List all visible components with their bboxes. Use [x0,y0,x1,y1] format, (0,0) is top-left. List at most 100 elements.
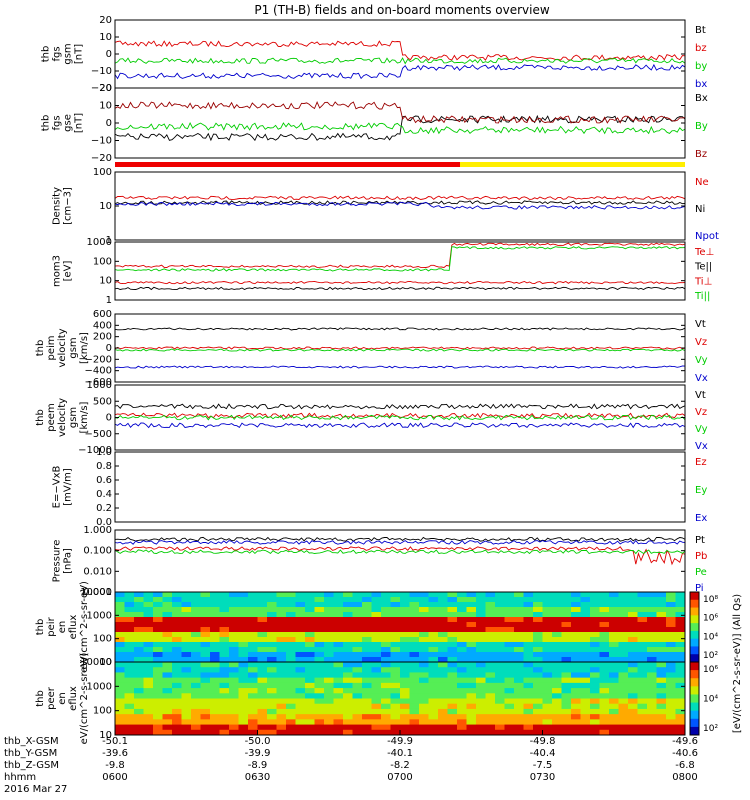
heatmap-cell [438,682,449,689]
heatmap-cell [371,693,382,700]
heatmap-cell [618,724,629,731]
mode-bar-red [115,162,460,167]
heatmap-cell [200,657,211,662]
heatmap-cell [438,662,449,668]
heatmap-cell [561,622,572,628]
heatmap-cell [343,729,354,735]
heatmap-cell [115,698,126,705]
heatmap-cell [362,622,373,628]
colorbar-tick: 10² [703,651,718,661]
heatmap-cell [210,682,221,689]
heatmap-cell [172,662,183,668]
heatmap-cell [191,622,202,628]
heatmap-cell [485,597,496,603]
heatmap-cell [656,607,667,613]
heatmap-cell [485,688,496,694]
heatmap-cell [504,617,515,623]
heatmap-cell [124,612,135,618]
heatmap-cell [599,637,610,643]
heatmap-cell [656,677,667,684]
heatmap-cell [599,667,610,674]
heatmap-cell [276,682,287,689]
heatmap-cell [324,652,335,658]
heatmap-cell [656,693,667,700]
heatmap-cell [286,708,297,715]
heatmap-cell [181,688,192,694]
heatmap-cell [134,652,145,658]
heatmap-cell [181,708,192,715]
y-tick-label: 10000 [80,657,112,668]
heatmap-cell [666,662,677,668]
heatmap-cell [580,672,591,679]
heatmap-cell [115,612,126,618]
heatmap-cell [618,617,629,623]
legend-by: by [695,61,707,72]
colorbar-segment [690,638,699,647]
heatmap-cell [124,592,135,598]
heatmap-cell [419,714,430,720]
heatmap-cell [143,729,154,735]
heatmap-cell [504,602,515,608]
heatmap-cell [362,602,373,608]
heatmap-cell [552,672,563,679]
heatmap-cell [115,637,126,643]
heatmap-cell [191,592,202,598]
heatmap-cell [552,682,563,689]
heatmap-cell [352,677,363,684]
heatmap-cell [181,719,192,726]
heatmap-cell [191,642,202,648]
series-line-Bx [115,114,685,142]
panel-frame [114,241,686,301]
heatmap-cell [362,627,373,633]
heatmap-cell [666,724,677,731]
heatmap-cell [628,592,639,598]
heatmap-cell [504,729,515,735]
heatmap-cell [115,622,126,628]
heatmap-cell [514,714,525,720]
heatmap-cell [675,627,685,633]
heatmap-cell [542,657,553,662]
heatmap-cell [666,637,677,643]
heatmap-cell [153,657,164,662]
heatmap-cell [124,729,135,735]
heatmap-cell [143,693,154,700]
heatmap-cell [514,729,525,735]
y-tick-label: 1 [106,235,112,246]
heatmap-cell [647,597,658,603]
heatmap-cell [647,622,658,628]
heatmap-cell [609,672,620,679]
heatmap-cell [172,657,183,662]
heatmap-cell [257,627,268,633]
heatmap-cell [162,662,173,668]
heatmap-cell [162,698,173,705]
heatmap-cell [314,682,325,689]
heatmap-cell [542,617,553,623]
heatmap-cell [590,688,601,694]
heatmap-cell [219,622,230,628]
heatmap-cell [647,632,658,638]
heatmap-cell [134,597,145,603]
y-tick-label: 100 [93,256,112,267]
heatmap-cell [324,688,335,694]
heatmap-cell [580,592,591,598]
heatmap-cell [552,652,563,658]
heatmap-cell [476,607,487,613]
heatmap-cell [409,729,420,735]
heatmap-cell [647,708,658,715]
heatmap-cell [181,703,192,710]
heatmap-cell [647,667,658,674]
heatmap-cell [343,602,354,608]
heatmap-cell [409,667,420,674]
heatmap-cell [561,657,572,662]
heatmap-cell [599,657,610,662]
heatmap-cell [561,617,572,623]
heatmap-cell [134,708,145,715]
heatmap-cell [618,627,629,633]
heatmap-cell [428,622,439,628]
heatmap-cell [143,677,154,684]
heatmap-cell [324,714,335,720]
heatmap-cell [514,688,525,694]
heatmap-cell [580,677,591,684]
y-axis-label: thb peir en eflux eV/(cm^2-s-sr-eV) [35,581,90,673]
heatmap-cell [590,657,601,662]
